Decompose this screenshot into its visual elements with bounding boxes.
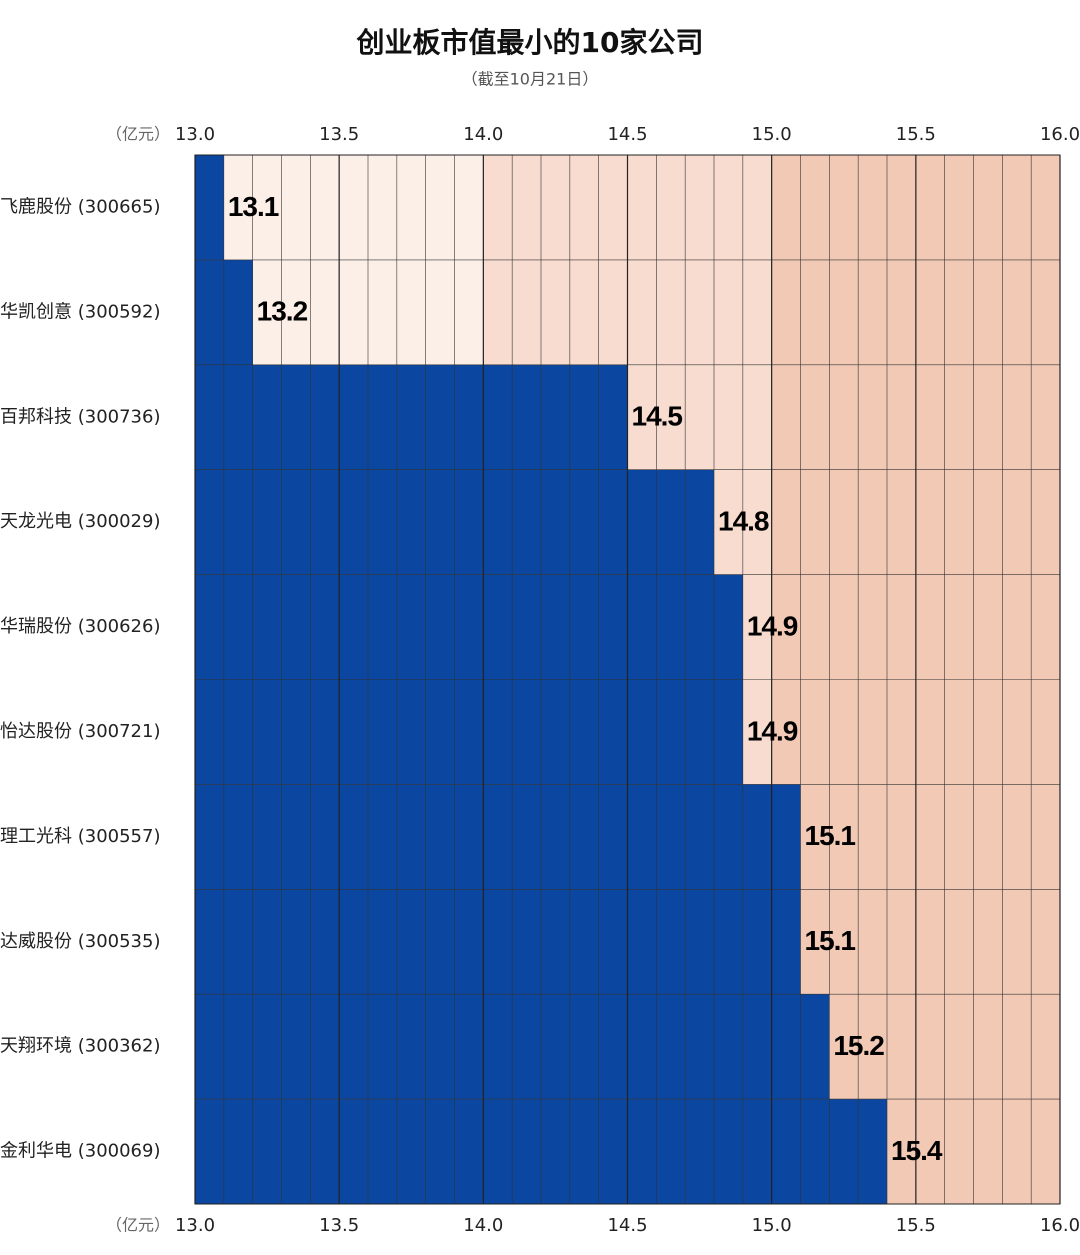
- y-tick-label: 金利华电 (300069): [0, 1141, 160, 1162]
- bar: [195, 679, 743, 785]
- x-tick-label: 14.5: [607, 124, 647, 145]
- x-tick-label: 15.0: [752, 1215, 792, 1236]
- x-tick-label: 15.0: [752, 124, 792, 145]
- data-label: 14.9: [747, 610, 798, 641]
- x-tick-label: 15.5: [896, 124, 936, 145]
- x-tick-label: 16.0: [1040, 124, 1080, 145]
- x-tick-label: 14.5: [607, 1215, 647, 1236]
- bar: [195, 155, 224, 260]
- bar: [195, 574, 743, 680]
- data-label: 14.9: [747, 715, 798, 746]
- data-label: 15.1: [805, 820, 856, 851]
- data-label: 13.1: [228, 191, 279, 222]
- x-tick-label: 13.5: [319, 124, 359, 145]
- y-tick-label: 百邦科技 (300736): [0, 406, 160, 427]
- data-label: 14.8: [718, 506, 769, 537]
- data-label: 15.1: [805, 925, 856, 956]
- bar: [195, 889, 801, 995]
- chart-subtitle: （截至10月21日）: [462, 70, 599, 89]
- y-tick-label: 华凯创意 (300592): [0, 301, 160, 322]
- y-tick-label: 天翔环境 (300362): [0, 1036, 160, 1057]
- y-tick-label: 飞鹿股份 (300665): [0, 196, 160, 217]
- bar: [195, 784, 801, 890]
- data-label: 15.4: [891, 1135, 943, 1166]
- y-tick-label: 理工光科 (300557): [0, 826, 160, 847]
- axis-unit: （亿元）: [106, 125, 170, 144]
- y-tick-label: 天龙光电 (300029): [0, 511, 160, 532]
- x-tick-label: 13.0: [175, 124, 215, 145]
- bar: [195, 364, 628, 470]
- x-tick-label: 14.0: [463, 1215, 503, 1236]
- data-label: 15.2: [833, 1030, 884, 1061]
- y-tick-label: 华瑞股份 (300626): [0, 616, 160, 637]
- x-tick-label: 15.5: [896, 1215, 936, 1236]
- x-tick-label: 16.0: [1040, 1215, 1080, 1236]
- x-tick-label: 14.0: [463, 124, 503, 145]
- chart-title: 创业板市值最小的10家公司: [356, 26, 704, 59]
- data-label: 14.5: [632, 401, 683, 432]
- x-tick-label: 13.5: [319, 1215, 359, 1236]
- x-tick-label: 13.0: [175, 1215, 215, 1236]
- axis-unit: （亿元）: [106, 1216, 170, 1235]
- y-tick-label: 怡达股份 (300721): [0, 721, 160, 742]
- data-label: 13.2: [257, 296, 308, 327]
- y-tick-label: 达威股份 (300535): [0, 931, 160, 952]
